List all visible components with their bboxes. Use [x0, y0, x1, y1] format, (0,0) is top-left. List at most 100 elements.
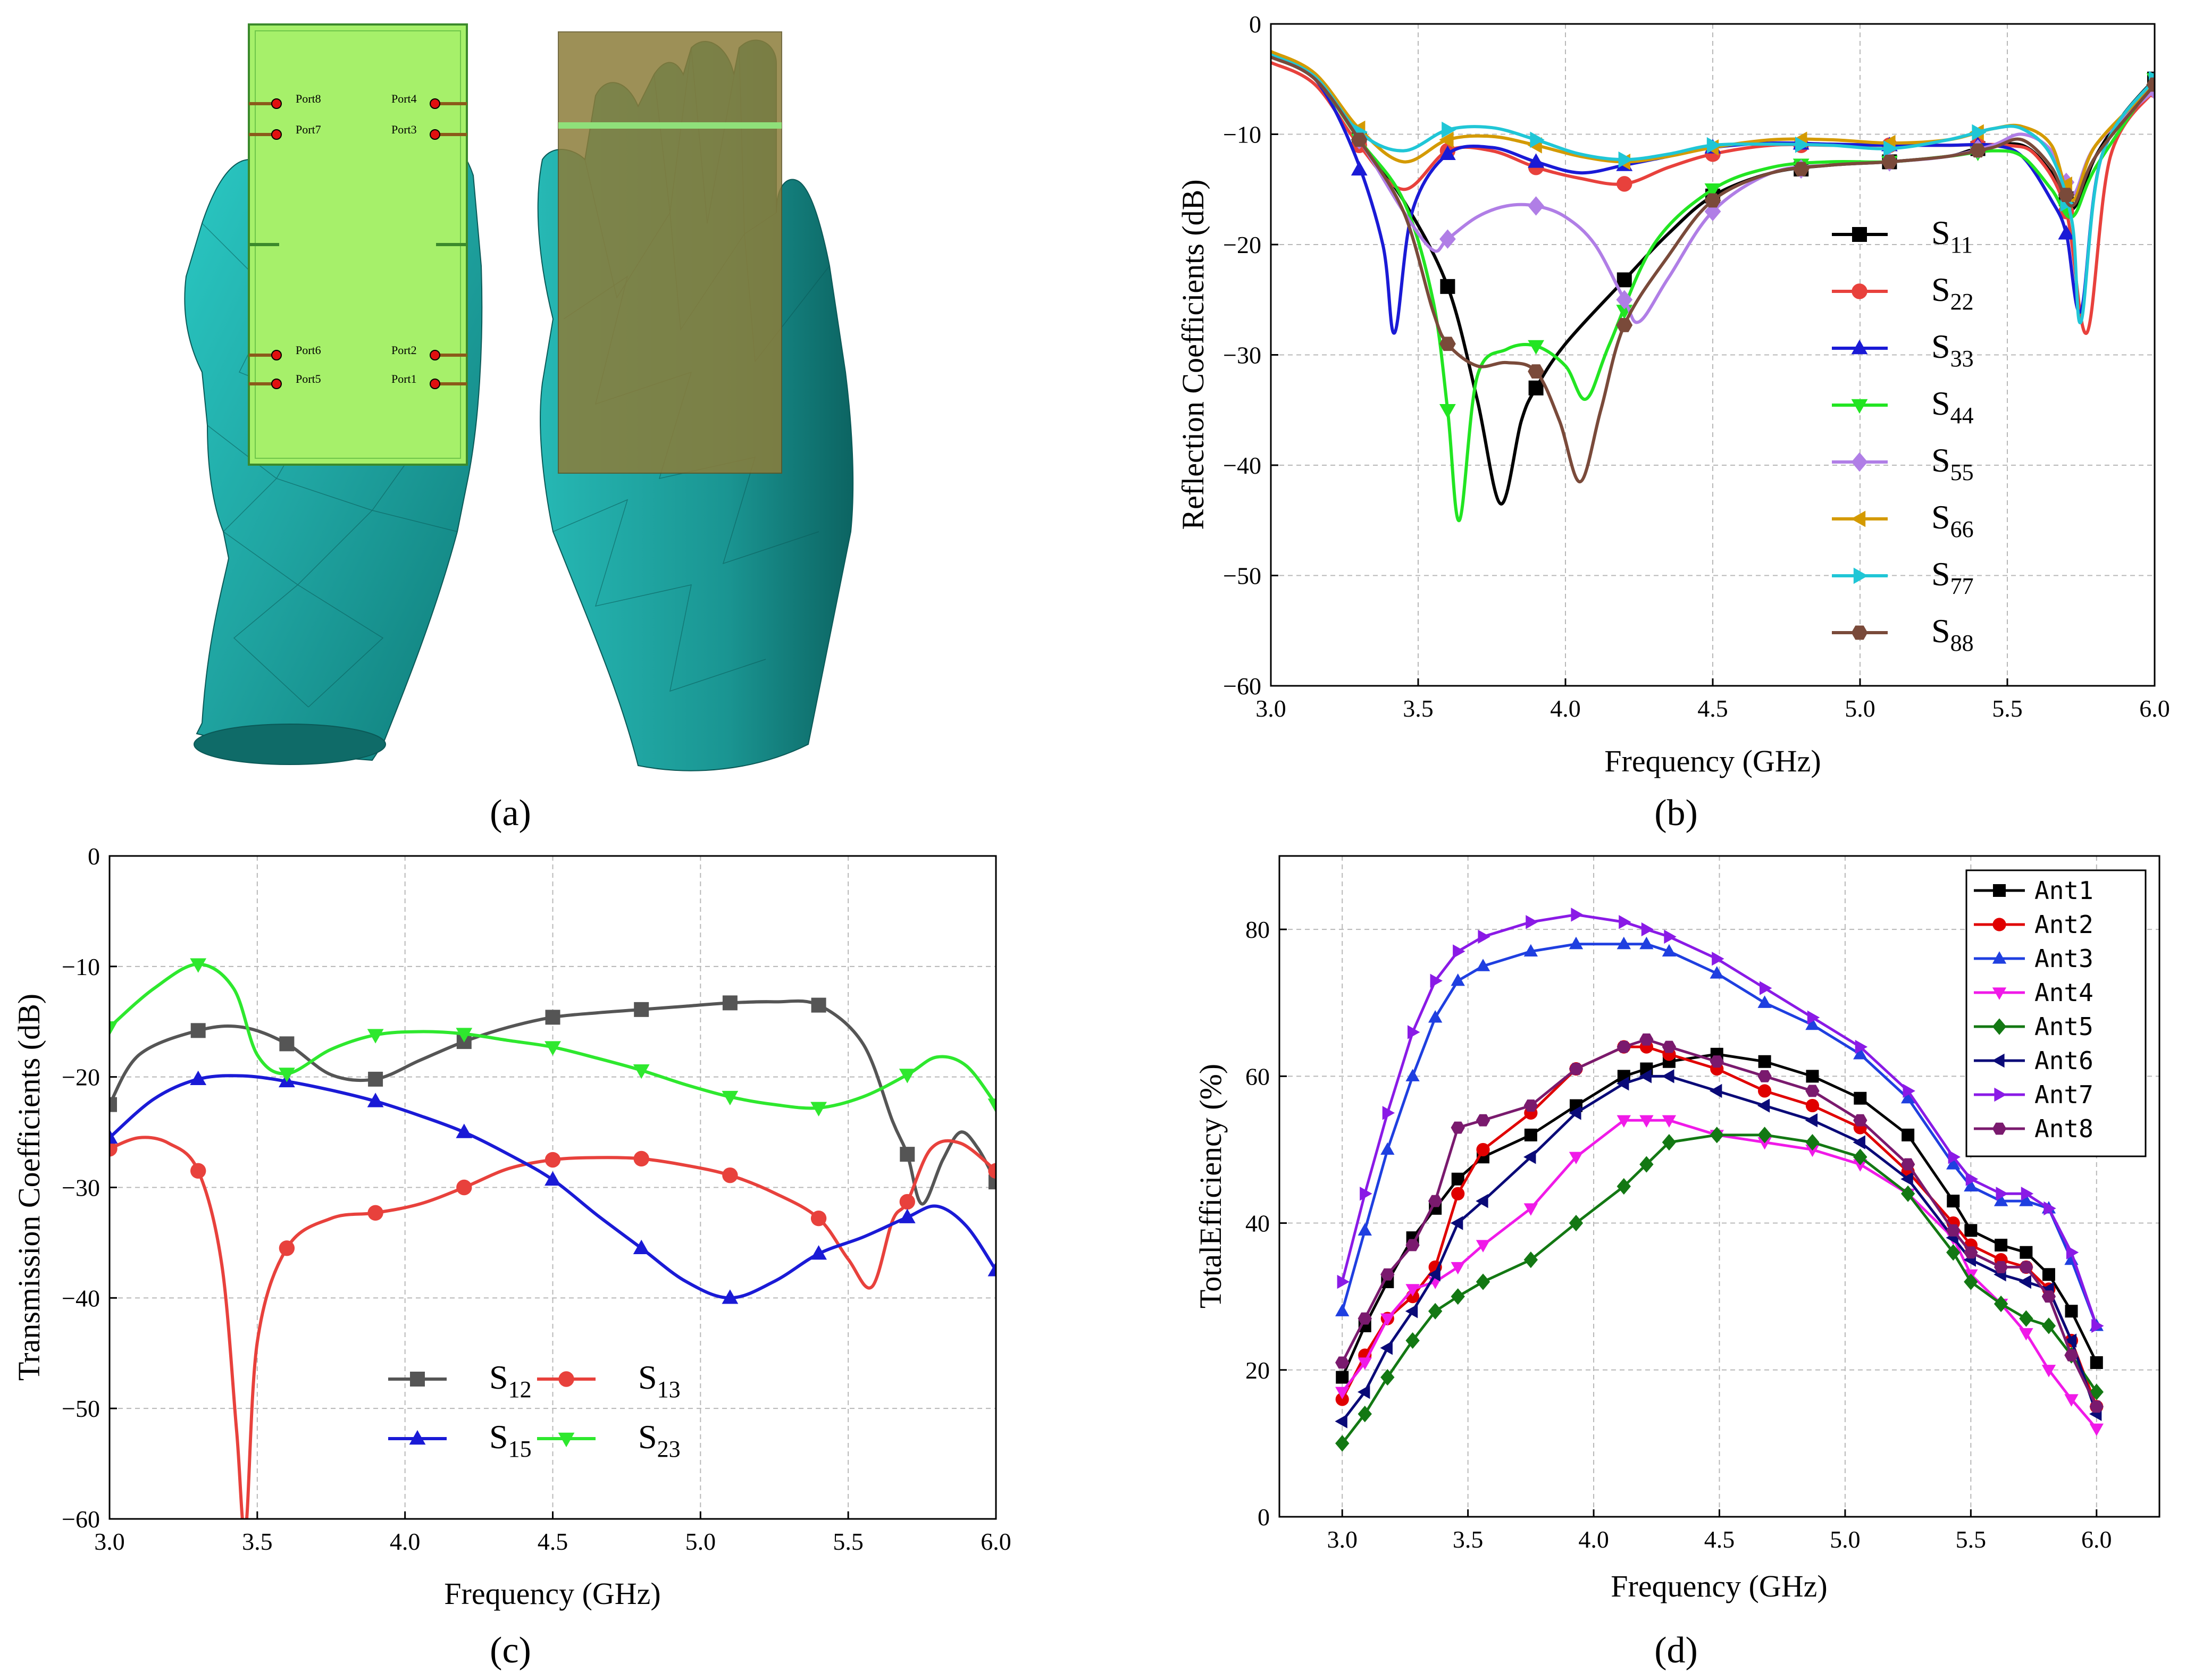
chart-d-ytick-label: 80	[1245, 916, 1270, 943]
legend-marker-s33	[1851, 339, 1868, 355]
port-dot	[430, 350, 440, 360]
chart-c-point-s12	[722, 995, 738, 1011]
chart-d-point-ant1	[1995, 1238, 2008, 1251]
port-label: Port5	[296, 372, 321, 385]
chart-b-point-s88	[1528, 364, 1544, 379]
chart-d-point-ant1	[2090, 1356, 2103, 1369]
chart-b-point-s77	[1972, 124, 1987, 141]
chart-c-ytick-label: −50	[62, 1395, 100, 1422]
chart-c-point-s12	[279, 1036, 295, 1052]
chart-b-series-line-s77	[1271, 53, 2155, 325]
chart-d-point-ant5	[1569, 1214, 1584, 1232]
chart-b-point-s22	[1617, 176, 1632, 192]
chart-d-point-ant1	[1964, 1224, 1978, 1237]
chart-d-point-ant8	[1964, 1246, 1978, 1259]
chart-d-point-ant4	[1523, 1203, 1538, 1216]
chart-d-point-ant5	[1900, 1185, 1915, 1202]
chart-d-point-ant4	[2041, 1365, 2056, 1377]
chart-c-grid	[110, 856, 996, 1519]
chart-b-point-s77	[1530, 131, 1545, 148]
legend-marker-ant5	[1992, 1018, 2007, 1035]
chart-d-point-ant1	[1524, 1128, 1537, 1141]
chart-b-xtick-label: 5.5	[1992, 695, 2023, 722]
port-label: Port8	[296, 92, 321, 105]
chart-b-grid	[1271, 24, 2155, 686]
chart-d-point-ant5	[1335, 1435, 1350, 1452]
chart-d-point-ant1	[2020, 1246, 2033, 1259]
chart-d-point-ant4	[1451, 1262, 1465, 1275]
transmission-coefficients-chart: 3.0 3.5 4.0 4.5 5.0 5.5 6.0 0 −10 −20 −30 −40 −50 −60…	[12, 843, 1011, 1611]
legend-label-s44: S44	[1931, 384, 1974, 429]
chart-d-point-ant3	[1994, 1194, 2008, 1206]
chart-d-point-ant8	[1617, 1040, 1631, 1053]
antenna-board	[248, 23, 468, 466]
chart-d-point-ant8	[1335, 1356, 1350, 1369]
chart-d-ylabel: TotalEfficiency (%)	[1193, 1064, 1228, 1308]
chart-d-point-ant5	[1617, 1178, 1631, 1195]
chart-d-point-ant8	[1476, 1114, 1490, 1127]
left-wrist	[194, 724, 386, 765]
chart-d-point-ant8	[1662, 1040, 1677, 1053]
legend-marker-ant4	[1992, 987, 2007, 1000]
hand-model-illustration: Port8 Port7 Port4 Port3 Port6 Port5 Port2 Port1	[184, 23, 854, 771]
chart-b-point-s77	[1618, 151, 1633, 168]
port-dot	[271, 129, 282, 140]
chart-b-point-s88	[1704, 193, 1721, 208]
chart-d-point-ant3	[1476, 959, 1490, 971]
chart-d-point-ant4	[1617, 1115, 1631, 1128]
legend-label-s22: S22	[1931, 271, 1974, 315]
chart-c-xtick-label: 5.5	[833, 1528, 864, 1555]
legend-marker-s11	[1852, 227, 1867, 242]
chart-c-xtick-label: 3.0	[94, 1528, 125, 1555]
chart-d-point-ant7	[1571, 908, 1584, 922]
legend-marker-s22	[1852, 283, 1867, 299]
chart-d-point-ant7	[1996, 1187, 2008, 1201]
chart-d-point-ant3	[1946, 1157, 1961, 1170]
chart-d-point-ant7	[1760, 981, 1772, 995]
chart-c-xtick-label: 3.5	[242, 1528, 273, 1555]
chart-b-point-s77	[1883, 140, 1898, 157]
port-dot	[271, 98, 282, 109]
legend-marker-s66	[1850, 510, 1866, 527]
chart-d-point-ant8	[1428, 1195, 1443, 1207]
chart-c-point-s15	[190, 1070, 207, 1086]
chart-d-point-ant7	[1712, 952, 1724, 966]
chart-c-point-s15	[367, 1093, 384, 1107]
legend-marker-s12	[410, 1372, 425, 1387]
chart-b-xtick-label: 4.5	[1697, 695, 1728, 722]
chart-d-point-ant8	[1900, 1158, 1915, 1171]
legend-label-ant3: Ant3	[2034, 944, 2093, 973]
chart-d-point-ant7	[1948, 1150, 1961, 1164]
chart-b-series	[1271, 50, 2155, 522]
chart-d-point-ant3	[1428, 1010, 1443, 1023]
chart-b-ytick-label: −20	[1223, 231, 1261, 258]
chart-b-ytick-label: −60	[1223, 673, 1261, 700]
port-label: Port3	[391, 123, 417, 136]
chart-b-point-s55	[1616, 290, 1633, 309]
chart-b-point-s33	[1439, 145, 1456, 161]
chart-b-ytick-label: 0	[1249, 11, 1261, 38]
chart-d-point-ant5	[1428, 1303, 1443, 1320]
legend-marker-ant1	[1993, 884, 2006, 897]
chart-d-point-ant6	[1639, 1069, 1652, 1083]
chart-d-point-ant5	[1639, 1156, 1654, 1173]
chart-c-xtick-label: 6.0	[981, 1528, 1011, 1555]
chart-c-point-s13	[545, 1152, 561, 1168]
chart-d-point-ant4	[1639, 1115, 1654, 1128]
chart-d-point-ant8	[1639, 1033, 1654, 1046]
chart-d-point-ant8	[2089, 1400, 2104, 1413]
chart-b-point-s88	[1439, 337, 1456, 351]
chart-d-xtick-label: 5.5	[1956, 1526, 1987, 1553]
chart-d-point-ant8	[1710, 1055, 1724, 1068]
legend-marker-s15	[409, 1430, 426, 1445]
caption-c: (c)	[490, 1630, 531, 1671]
chart-c-legend: S12 S13 S15 S23	[388, 1358, 681, 1462]
chart-d-point-ant3	[1662, 944, 1677, 957]
chart-c-point-s23	[279, 1068, 295, 1082]
chart-d-point-ant8	[1805, 1085, 1820, 1097]
legend-label-s88: S88	[1931, 612, 1974, 656]
chart-d-point-ant7	[1526, 915, 1538, 929]
ground-plane	[558, 31, 782, 474]
chart-b-point-s88	[1616, 318, 1633, 332]
chart-d-xlabel: Frequency (GHz)	[1611, 1569, 1827, 1603]
